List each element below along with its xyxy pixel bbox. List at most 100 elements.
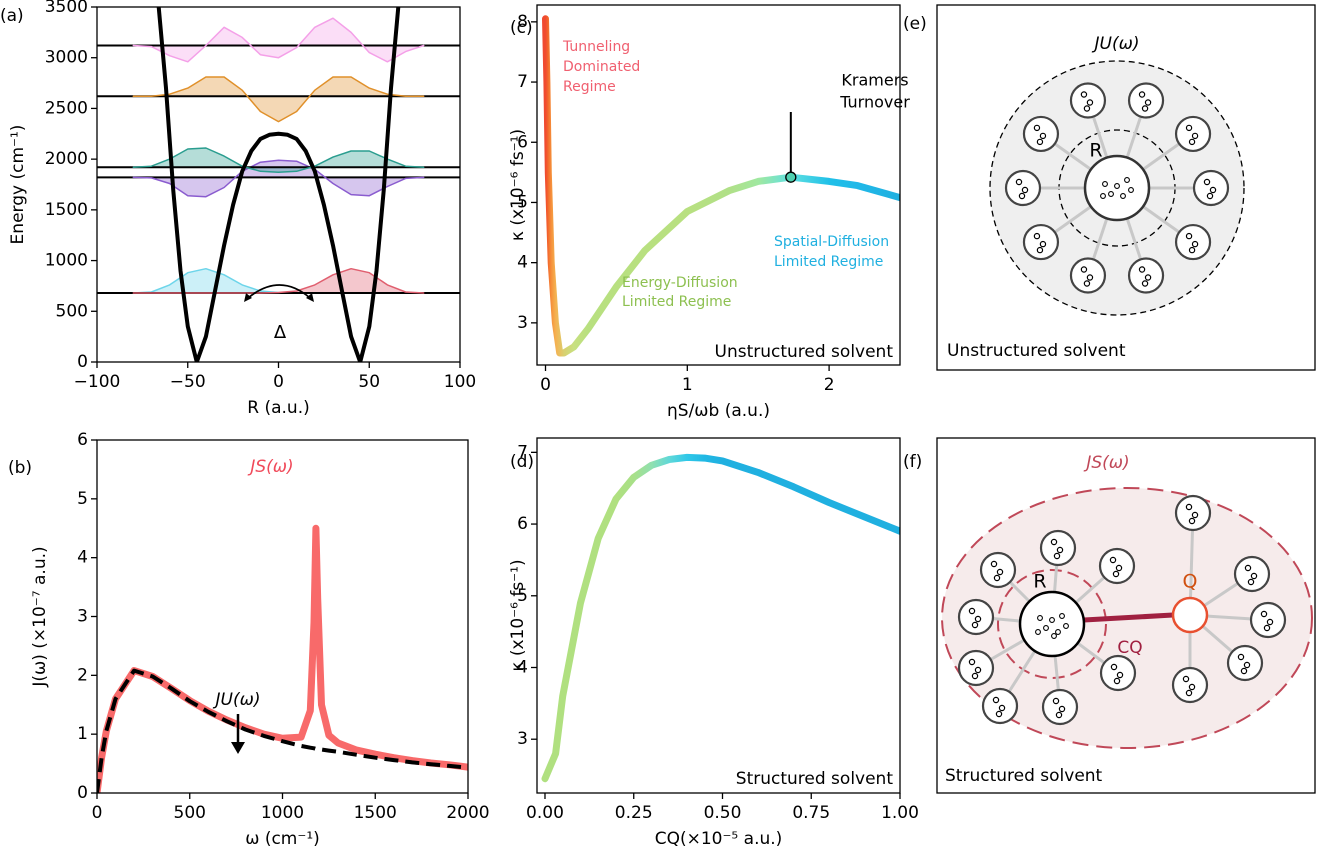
y-tick-label: 6: [517, 132, 528, 152]
atom: [1141, 105, 1149, 112]
plot-area: [97, 7, 460, 362]
atom: [998, 704, 1006, 712]
panel-label: (d): [510, 452, 534, 472]
spectral-density-label: JU(ω): [1092, 34, 1140, 54]
annotation: Dominated: [563, 59, 640, 75]
annotation: Tunneling: [562, 39, 630, 55]
atom: [971, 621, 979, 629]
x-tick-label: 0.75: [792, 803, 830, 823]
atom: [1052, 697, 1060, 705]
x-axis-label: R (a.u.): [247, 398, 309, 418]
x-tick-label: 1500: [354, 803, 397, 823]
system-mode: [1171, 596, 1209, 634]
atom: [1102, 181, 1108, 187]
axes-frame: [536, 4, 901, 366]
caption: Unstructured solvent: [947, 341, 1126, 361]
panel-label: (e): [903, 14, 927, 34]
annotation: Limited Regime: [622, 294, 731, 310]
atom: [1059, 613, 1065, 619]
atom: [1263, 624, 1271, 632]
atom: [1058, 705, 1066, 713]
y-tick-label: 4: [517, 657, 528, 677]
atom: [1083, 280, 1091, 287]
atom: [1120, 193, 1126, 199]
y-tick-label: 1: [77, 724, 88, 744]
arrow-head: [244, 293, 252, 302]
reactive-mode-label: R: [1033, 571, 1046, 593]
atom: [1108, 191, 1114, 197]
solvent-mode-label: Q: [1183, 571, 1198, 593]
atom: [1051, 633, 1057, 639]
atom: [1203, 178, 1211, 186]
atom: [1260, 610, 1268, 618]
reactive-mode-label: R: [1089, 140, 1102, 162]
y-tick-label: 6: [517, 514, 528, 534]
atom: [968, 658, 976, 666]
panel-frame: [936, 4, 1316, 371]
atom: [1250, 572, 1258, 580]
coupling-bond: [1083, 612, 1174, 623]
atom: [1247, 578, 1255, 586]
series-label: JU(ω): [213, 690, 261, 710]
turnover-marker: [785, 171, 797, 183]
x-tick-label: 0.50: [704, 803, 742, 823]
atom: [1086, 274, 1094, 281]
x-tick-label: 1.00: [881, 803, 919, 823]
atom: [1080, 266, 1088, 273]
y-tick-label: 5: [517, 192, 528, 212]
atom: [974, 666, 982, 674]
atom: [1033, 124, 1041, 132]
y-tick-label: 2000: [45, 149, 88, 169]
y-tick-label: 3: [517, 729, 528, 749]
annotation: Structured solvent: [736, 769, 894, 789]
y-tick-label: 0: [77, 783, 88, 803]
atom: [1188, 246, 1196, 254]
panel-label: (a): [0, 6, 24, 26]
y-tick-label: 2500: [45, 98, 88, 118]
atom: [1116, 671, 1124, 679]
atom: [1144, 99, 1152, 106]
atom: [1182, 675, 1190, 683]
atom: [968, 607, 976, 615]
atom: [1144, 274, 1152, 281]
annotation: Δ: [274, 322, 287, 343]
x-tick-label: 100: [444, 372, 476, 392]
y-tick-label: 4: [517, 253, 528, 273]
plot-area: [97, 524, 468, 793]
atom: [974, 615, 982, 623]
atom: [1049, 617, 1055, 623]
x-tick-label: 0: [273, 372, 284, 392]
panel-label: (f): [903, 452, 922, 472]
panel-label: (c): [510, 18, 533, 38]
x-axis-label: ηS/ωb (a.u.): [667, 401, 770, 421]
tunneling-arrow: [247, 284, 311, 299]
wavefunction: [132, 147, 425, 174]
atom: [1185, 503, 1193, 511]
y-tick-label: 3: [77, 607, 88, 627]
x-tick-label: 0: [540, 375, 551, 395]
atom: [1083, 105, 1091, 112]
arrow-head: [306, 293, 314, 302]
x-axis-label: ω (cm⁻¹): [245, 829, 320, 849]
coupling-label: CQ: [1117, 638, 1142, 658]
atom: [1086, 99, 1094, 106]
atom: [1185, 124, 1193, 132]
atom: [1191, 511, 1199, 519]
atom: [1053, 552, 1061, 560]
x-axis-label: CQ(×10⁻⁵ a.u.): [655, 829, 783, 849]
data-line: [541, 453, 900, 783]
y-axis-label: κ (x10⁻⁶ fs⁻¹): [508, 559, 528, 671]
atom: [1055, 629, 1061, 635]
data-line: [97, 524, 468, 793]
annotation: Turnover: [839, 93, 910, 112]
y-tick-label: 7: [517, 442, 528, 462]
atom: [1035, 629, 1041, 635]
atom: [1080, 91, 1088, 98]
atom: [995, 710, 1003, 718]
panel-frame: [936, 437, 1316, 794]
atom: [1110, 663, 1118, 671]
atom: [1138, 91, 1146, 98]
atom: [1033, 232, 1041, 240]
y-tick-label: 3500: [45, 0, 88, 17]
